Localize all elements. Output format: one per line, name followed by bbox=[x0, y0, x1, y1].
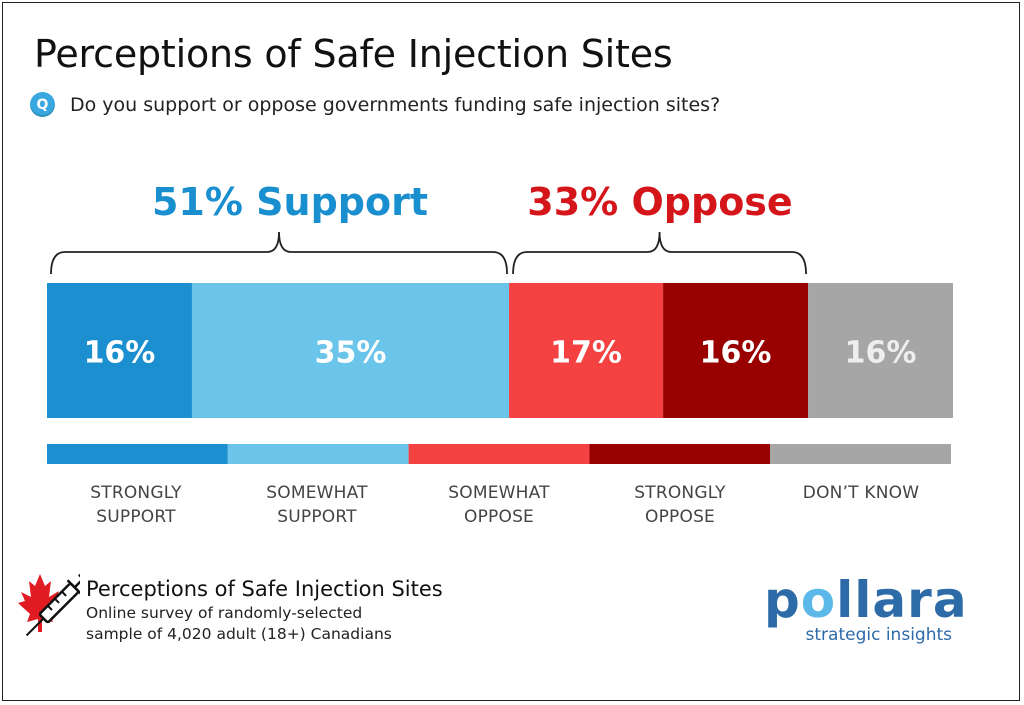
data-label-somewhat-support: 35% bbox=[315, 336, 387, 371]
legend-label-line: SUPPORT bbox=[96, 507, 176, 527]
legend-swatch-somewhat-support bbox=[227, 444, 409, 464]
chart-title: Perceptions of Safe Injection Sites bbox=[34, 32, 673, 76]
bar-segment-somewhat-support bbox=[191, 283, 510, 418]
source-description: Online survey of randomly-selected bbox=[86, 604, 363, 622]
data-label-somewhat-oppose: 17% bbox=[550, 336, 622, 371]
legend-swatch-strongly-oppose bbox=[589, 444, 771, 464]
bar-segment-strongly-support bbox=[47, 283, 192, 418]
legend-label-strongly-oppose: STRONGLY OPPOSE bbox=[590, 481, 770, 529]
bar-segment-somewhat-oppose bbox=[509, 283, 664, 418]
legend-label-line: SOMEWHAT bbox=[266, 483, 368, 503]
legend-label-line: STRONGLY bbox=[90, 483, 182, 503]
bar-segment-dont-know bbox=[808, 283, 953, 418]
source-title: Perceptions of Safe Injection Sites bbox=[86, 577, 443, 601]
legend-label-line: OPPOSE bbox=[645, 507, 715, 527]
legend-swatch-somewhat-oppose bbox=[408, 444, 590, 464]
legend-label-strongly-support: STRONGLY SUPPORT bbox=[46, 481, 226, 529]
pollara-logo: pollara bbox=[764, 572, 968, 628]
source-description: sample of 4,020 adult (18+) Canadians bbox=[86, 625, 392, 643]
bar-segment-strongly-oppose bbox=[663, 283, 809, 418]
logo-text: llara bbox=[836, 571, 968, 629]
legend-label-somewhat-support: SOMEWHAT SUPPORT bbox=[227, 481, 407, 529]
survey-question: Do you support or oppose governments fun… bbox=[70, 94, 721, 116]
maple-leaf-syringe-icon bbox=[18, 573, 80, 637]
legend-swatch-strongly-support bbox=[47, 444, 228, 464]
data-label-strongly-oppose: 16% bbox=[700, 336, 772, 371]
data-label-strongly-support: 16% bbox=[84, 336, 156, 371]
logo-text: p bbox=[764, 571, 801, 629]
data-label-dont-know: 16% bbox=[845, 336, 917, 371]
support-brace bbox=[50, 231, 508, 275]
legend-label-dont-know: DON’T KNOW bbox=[771, 481, 951, 505]
legend-swatch-dont-know bbox=[770, 444, 951, 464]
oppose-brace bbox=[512, 231, 807, 275]
question-icon: Q bbox=[30, 92, 55, 117]
legend-label-line: SOMEWHAT bbox=[448, 483, 550, 503]
logo-tagline: strategic insights bbox=[805, 625, 952, 645]
legend-label-line: OPPOSE bbox=[464, 507, 534, 527]
oppose-summary: 33% Oppose bbox=[527, 180, 793, 224]
legend-label-line: SUPPORT bbox=[277, 507, 357, 527]
legend-label-line: STRONGLY bbox=[634, 483, 726, 503]
legend-label-somewhat-oppose: SOMEWHAT OPPOSE bbox=[409, 481, 589, 529]
legend-label-line: DON’T KNOW bbox=[802, 483, 920, 503]
support-summary: 51% Support bbox=[151, 180, 429, 224]
logo-o-mark: o bbox=[800, 571, 837, 629]
